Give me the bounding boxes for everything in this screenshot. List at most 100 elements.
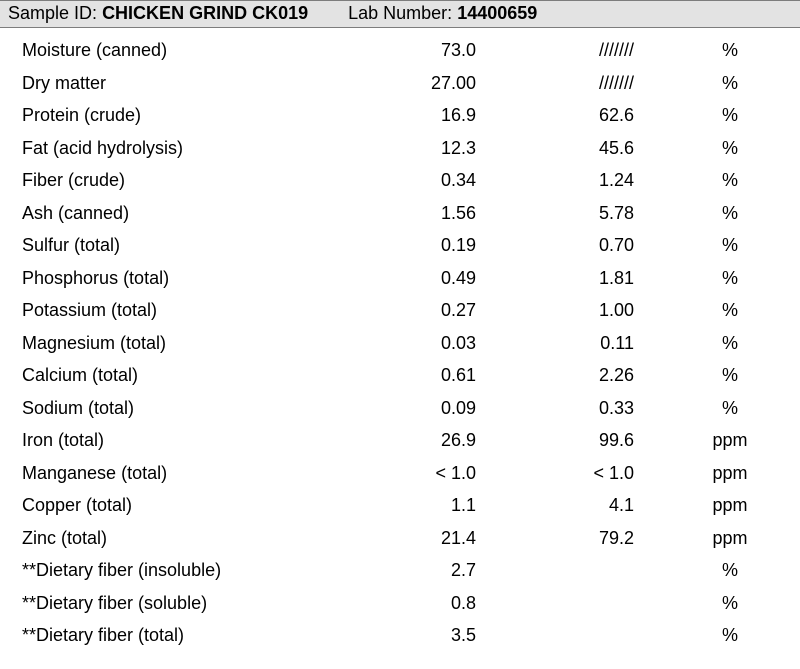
value-2: 79.2 [510, 522, 660, 555]
value-1: < 1.0 [370, 457, 510, 490]
analyte-name: **Dietary fiber (total) [0, 619, 370, 652]
analyte-name: Moisture (canned) [0, 34, 370, 67]
table-row: Zinc (total)21.479.2ppm [0, 522, 800, 555]
table-row: Fat (acid hydrolysis)12.345.6% [0, 132, 800, 165]
analyte-name: Copper (total) [0, 489, 370, 522]
unit: % [660, 229, 800, 262]
unit: % [660, 164, 800, 197]
value-2: 0.70 [510, 229, 660, 262]
table-row: Phosphorus (total)0.491.81% [0, 262, 800, 295]
analyte-name: Dry matter [0, 67, 370, 100]
table-row: Magnesium (total)0.030.11% [0, 327, 800, 360]
results-table: Moisture (canned)73.0///////%Dry matter2… [0, 28, 800, 656]
value-1: 0.61 [370, 359, 510, 392]
table-row: Sodium (total)0.090.33% [0, 392, 800, 425]
analyte-name: Fiber (crude) [0, 164, 370, 197]
value-2: 1.24 [510, 164, 660, 197]
value-1: 0.19 [370, 229, 510, 262]
value-2: 5.78 [510, 197, 660, 230]
table-row: Fiber (crude)0.341.24% [0, 164, 800, 197]
unit: % [660, 262, 800, 295]
value-2: 62.6 [510, 99, 660, 132]
table-row: Potassium (total)0.271.00% [0, 294, 800, 327]
value-2: < 1.0 [510, 457, 660, 490]
unit: % [660, 294, 800, 327]
value-1: 16.9 [370, 99, 510, 132]
lab-number-block: Lab Number: 14400659 [348, 3, 537, 24]
table-row: **Dietary fiber (total)3.5% [0, 619, 800, 652]
value-1: 0.34 [370, 164, 510, 197]
sample-id-value: CHICKEN GRIND CK019 [102, 3, 308, 23]
unit: % [660, 327, 800, 360]
value-1: 0.49 [370, 262, 510, 295]
unit: % [660, 587, 800, 620]
value-1: 26.9 [370, 424, 510, 457]
value-1: 12.3 [370, 132, 510, 165]
unit: % [660, 554, 800, 587]
value-1: 2.7 [370, 554, 510, 587]
unit: % [660, 619, 800, 652]
value-1: 21.4 [370, 522, 510, 555]
unit: ppm [660, 457, 800, 490]
value-2: 4.1 [510, 489, 660, 522]
analyte-name: Phosphorus (total) [0, 262, 370, 295]
value-1: 3.5 [370, 619, 510, 652]
value-1: 0.09 [370, 392, 510, 425]
analyte-name: Calcium (total) [0, 359, 370, 392]
value-1: 1.56 [370, 197, 510, 230]
table-row: **Dietary fiber (insoluble)2.7% [0, 554, 800, 587]
value-1: 73.0 [370, 34, 510, 67]
value-1: 0.8 [370, 587, 510, 620]
value-2: 45.6 [510, 132, 660, 165]
table-row: **Dietary fiber (soluble)0.8% [0, 587, 800, 620]
analyte-name: Protein (crude) [0, 99, 370, 132]
value-2: 0.11 [510, 327, 660, 360]
analyte-name: **Dietary fiber (insoluble) [0, 554, 370, 587]
analyte-name: Ash (canned) [0, 197, 370, 230]
analyte-name: **Dietary fiber (soluble) [0, 587, 370, 620]
unit: ppm [660, 489, 800, 522]
table-row: Dry matter27.00///////% [0, 67, 800, 100]
value-2: /////// [510, 67, 660, 100]
value-1: 1.1 [370, 489, 510, 522]
lab-number-label: Lab Number: [348, 3, 452, 23]
table-row: Moisture (canned)73.0///////% [0, 34, 800, 67]
unit: ppm [660, 424, 800, 457]
analyte-name: Magnesium (total) [0, 327, 370, 360]
value-2: 1.00 [510, 294, 660, 327]
table-row: Manganese (total)< 1.0< 1.0ppm [0, 457, 800, 490]
analyte-name: Zinc (total) [0, 522, 370, 555]
value-2: 2.26 [510, 359, 660, 392]
value-1: 27.00 [370, 67, 510, 100]
unit: ppm [660, 522, 800, 555]
header-bar: Sample ID: CHICKEN GRIND CK019 Lab Numbe… [0, 0, 800, 28]
analyte-name: Iron (total) [0, 424, 370, 457]
sample-id-label: Sample ID: [8, 3, 97, 23]
unit: % [660, 392, 800, 425]
analyte-name: Manganese (total) [0, 457, 370, 490]
unit: % [660, 99, 800, 132]
table-row: Calcium (total)0.612.26% [0, 359, 800, 392]
sample-id-block: Sample ID: CHICKEN GRIND CK019 [8, 3, 308, 24]
unit: % [660, 67, 800, 100]
table-row: Ash (canned)1.565.78% [0, 197, 800, 230]
analyte-name: Sulfur (total) [0, 229, 370, 262]
unit: % [660, 34, 800, 67]
lab-number-value: 14400659 [457, 3, 537, 23]
unit: % [660, 132, 800, 165]
value-2: 0.33 [510, 392, 660, 425]
table-row: Copper (total)1.14.1ppm [0, 489, 800, 522]
table-row: Protein (crude)16.962.6% [0, 99, 800, 132]
analyte-name: Fat (acid hydrolysis) [0, 132, 370, 165]
value-2: 1.81 [510, 262, 660, 295]
analyte-name: Sodium (total) [0, 392, 370, 425]
analyte-name: Potassium (total) [0, 294, 370, 327]
unit: % [660, 197, 800, 230]
value-2: 99.6 [510, 424, 660, 457]
value-2: /////// [510, 34, 660, 67]
value-1: 0.27 [370, 294, 510, 327]
value-1: 0.03 [370, 327, 510, 360]
table-row: Sulfur (total)0.190.70% [0, 229, 800, 262]
unit: % [660, 359, 800, 392]
table-row: Iron (total)26.999.6ppm [0, 424, 800, 457]
